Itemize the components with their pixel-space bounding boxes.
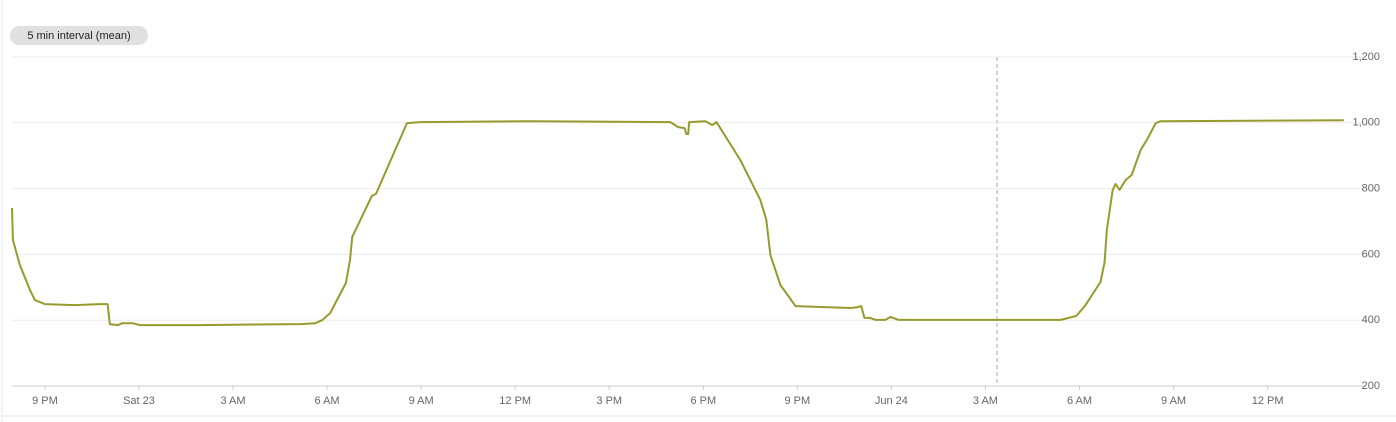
y-tick-label: 600 [1362,248,1380,260]
x-tick-label: Jun 24 [875,395,908,407]
x-tick-label: Sat 23 [123,395,155,407]
interval-badge[interactable] [10,26,148,45]
x-tick-label: 9 AM [1161,395,1186,407]
x-tick-label: 9 PM [32,395,58,407]
x-tick-label: 12 PM [499,395,531,407]
x-tick-label: 3 AM [220,395,245,407]
x-tick-label: 6 AM [1067,395,1092,407]
x-tick-label: 6 PM [690,395,716,407]
x-tick-label: 12 PM [1252,395,1284,407]
x-tick-label: 9 PM [785,395,811,407]
x-tick-label: 9 AM [409,395,434,407]
y-tick-label: 1,000 [1352,117,1380,129]
y-tick-label: 800 [1362,183,1380,195]
series-line [11,119,1344,327]
y-tick-label: 400 [1362,314,1380,326]
x-tick-label: 3 AM [973,395,998,407]
y-tick-label: 200 [1362,380,1380,392]
y-tick-label: 1,200 [1352,51,1380,63]
x-tick-label: 6 AM [315,395,340,407]
x-tick-label: 3 PM [596,395,622,407]
badge-label: 5 min interval (mean) [27,30,130,42]
